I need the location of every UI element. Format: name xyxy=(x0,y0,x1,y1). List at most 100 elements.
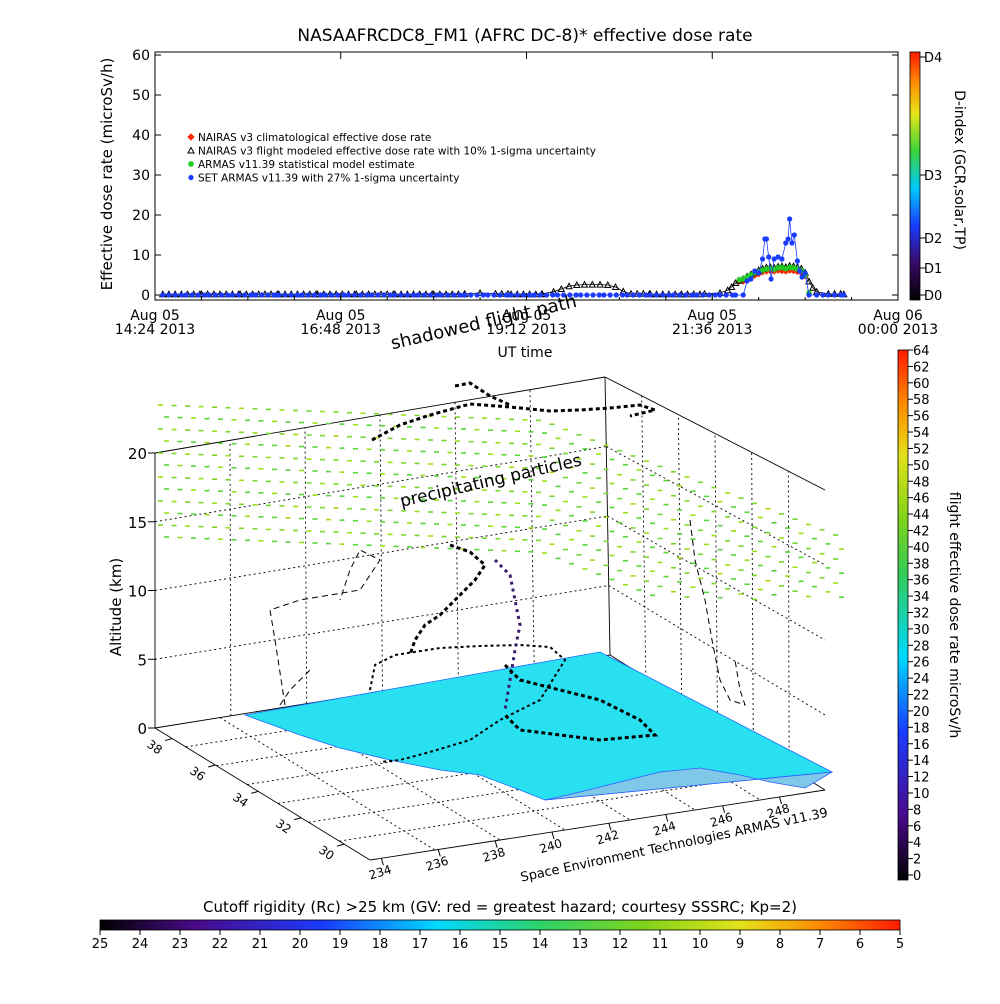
dose-rate-colorbar-ticks: 0246810121416182022242628303234363840424… xyxy=(908,344,930,884)
data-point xyxy=(601,292,607,298)
data-point xyxy=(461,292,468,298)
data-point xyxy=(630,292,636,298)
y-tick-label: 40 xyxy=(132,128,150,144)
grid-line xyxy=(154,585,609,660)
data-point xyxy=(299,292,305,298)
data-point xyxy=(381,292,387,298)
floor-grid-line xyxy=(284,706,501,841)
dose-rate-tick-label: 16 xyxy=(913,738,930,753)
data-point xyxy=(328,292,335,298)
flight-dashed-profile-left xyxy=(269,549,381,706)
data-point xyxy=(643,292,649,298)
latitude-tick-label: 36 xyxy=(187,764,208,784)
dose-rate-tick-label: 0 xyxy=(913,869,921,884)
d-index-colorbar xyxy=(909,51,921,301)
data-point xyxy=(172,292,178,298)
longitude-tick-label: 246 xyxy=(708,810,734,830)
x-tick-label-time: 19:12 2013 xyxy=(486,322,566,338)
data-point xyxy=(358,292,364,298)
longitude-tick-label: 242 xyxy=(595,827,621,847)
data-point xyxy=(759,256,766,262)
dose-rate-tick-label: 32 xyxy=(913,607,930,622)
dose-rate-tick-label: 28 xyxy=(913,639,930,654)
flight-dashed-profile-right xyxy=(689,519,746,706)
y-tick-label: 0 xyxy=(141,288,150,304)
longitude-tick xyxy=(779,796,782,805)
data-point xyxy=(756,270,762,276)
dose-rate-colorbar-title: flight effective dose rate microSv/h xyxy=(946,492,962,738)
legend-marker xyxy=(187,133,195,141)
data-point xyxy=(794,258,800,264)
data-point xyxy=(763,266,770,272)
data-point xyxy=(666,292,672,298)
y-axis: 0 10 20 30 40 50 60 xyxy=(132,48,898,304)
dose-rate-tick-label: 60 xyxy=(913,377,930,392)
data-point xyxy=(438,292,444,298)
cutoff-rigidity-tick-label: 12 xyxy=(612,937,629,952)
flight-3d-panel: precipitating particles Altitude (km) 05… xyxy=(107,344,962,886)
grid-line xyxy=(608,585,826,716)
longitude-tick xyxy=(551,831,555,840)
data-point xyxy=(271,292,277,298)
dose-rate-tick-label: 22 xyxy=(913,689,930,704)
latitude-tick xyxy=(165,738,173,742)
legend-marker xyxy=(188,161,194,167)
data-point xyxy=(531,292,537,298)
cutoff-rigidity-title: Cutoff rigidity (Rc) >25 km (GV: red = g… xyxy=(203,898,797,916)
d-index-tick-label: D2 xyxy=(924,232,942,247)
data-point xyxy=(790,264,797,271)
dose-rate-tick-label: 30 xyxy=(913,623,930,638)
longitude-tick xyxy=(380,858,384,866)
data-point xyxy=(404,292,410,298)
dose-rate-tick-label: 46 xyxy=(913,492,930,507)
longitude-tick xyxy=(437,849,441,857)
data-point xyxy=(729,292,735,298)
data-point xyxy=(476,288,484,296)
cutoff-rigidity-tick-label: 25 xyxy=(92,937,109,952)
altitude-tick-label: 10 xyxy=(128,583,147,601)
longitude-tick xyxy=(722,805,726,813)
dose-rate-tick-label: 18 xyxy=(913,721,930,736)
series-layer xyxy=(158,216,848,298)
credit-label: Space Environment Technologies ARMAS v11… xyxy=(519,806,829,886)
data-point xyxy=(276,292,282,298)
data-point xyxy=(392,292,398,298)
data-point xyxy=(160,292,166,298)
cutoff-rigidity-tick-label: 21 xyxy=(252,937,269,952)
flight-top-track xyxy=(371,402,661,442)
data-point xyxy=(480,292,486,298)
altitude-tick-label: 20 xyxy=(128,445,147,463)
dose-rate-tick-label: 24 xyxy=(913,672,930,687)
data-point xyxy=(580,280,589,288)
dose-rate-tick-label: 62 xyxy=(913,360,930,375)
data-point xyxy=(752,268,758,274)
data-point xyxy=(345,292,352,298)
data-point xyxy=(814,292,820,298)
data-point xyxy=(565,282,573,290)
cutoff-rigidity-tick-label: 6 xyxy=(856,937,864,952)
grid-line xyxy=(304,427,308,704)
longitude-tick xyxy=(665,814,669,822)
data-point xyxy=(727,282,736,290)
data-point xyxy=(700,292,706,298)
data-point xyxy=(567,292,573,298)
data-point xyxy=(584,292,590,298)
data-point xyxy=(619,292,626,298)
data-point xyxy=(706,292,712,298)
data-point xyxy=(212,292,218,298)
data-point xyxy=(799,274,805,280)
d-index-tick-label: D1 xyxy=(924,262,942,277)
longitude-tick-label: 234 xyxy=(367,862,393,882)
dose-rate-tick-label: 26 xyxy=(913,656,930,671)
latitude-tick-label: 38 xyxy=(144,737,165,757)
floor-grid-line xyxy=(339,770,795,842)
cutoff-rigidity-gradient xyxy=(99,919,901,931)
data-point xyxy=(744,274,751,280)
data-point xyxy=(201,292,208,298)
latitude-ticks: 38 36 34 32 30 xyxy=(144,737,345,863)
data-point xyxy=(786,264,793,271)
data-point xyxy=(787,216,793,222)
flight-shadow-path xyxy=(369,643,567,763)
